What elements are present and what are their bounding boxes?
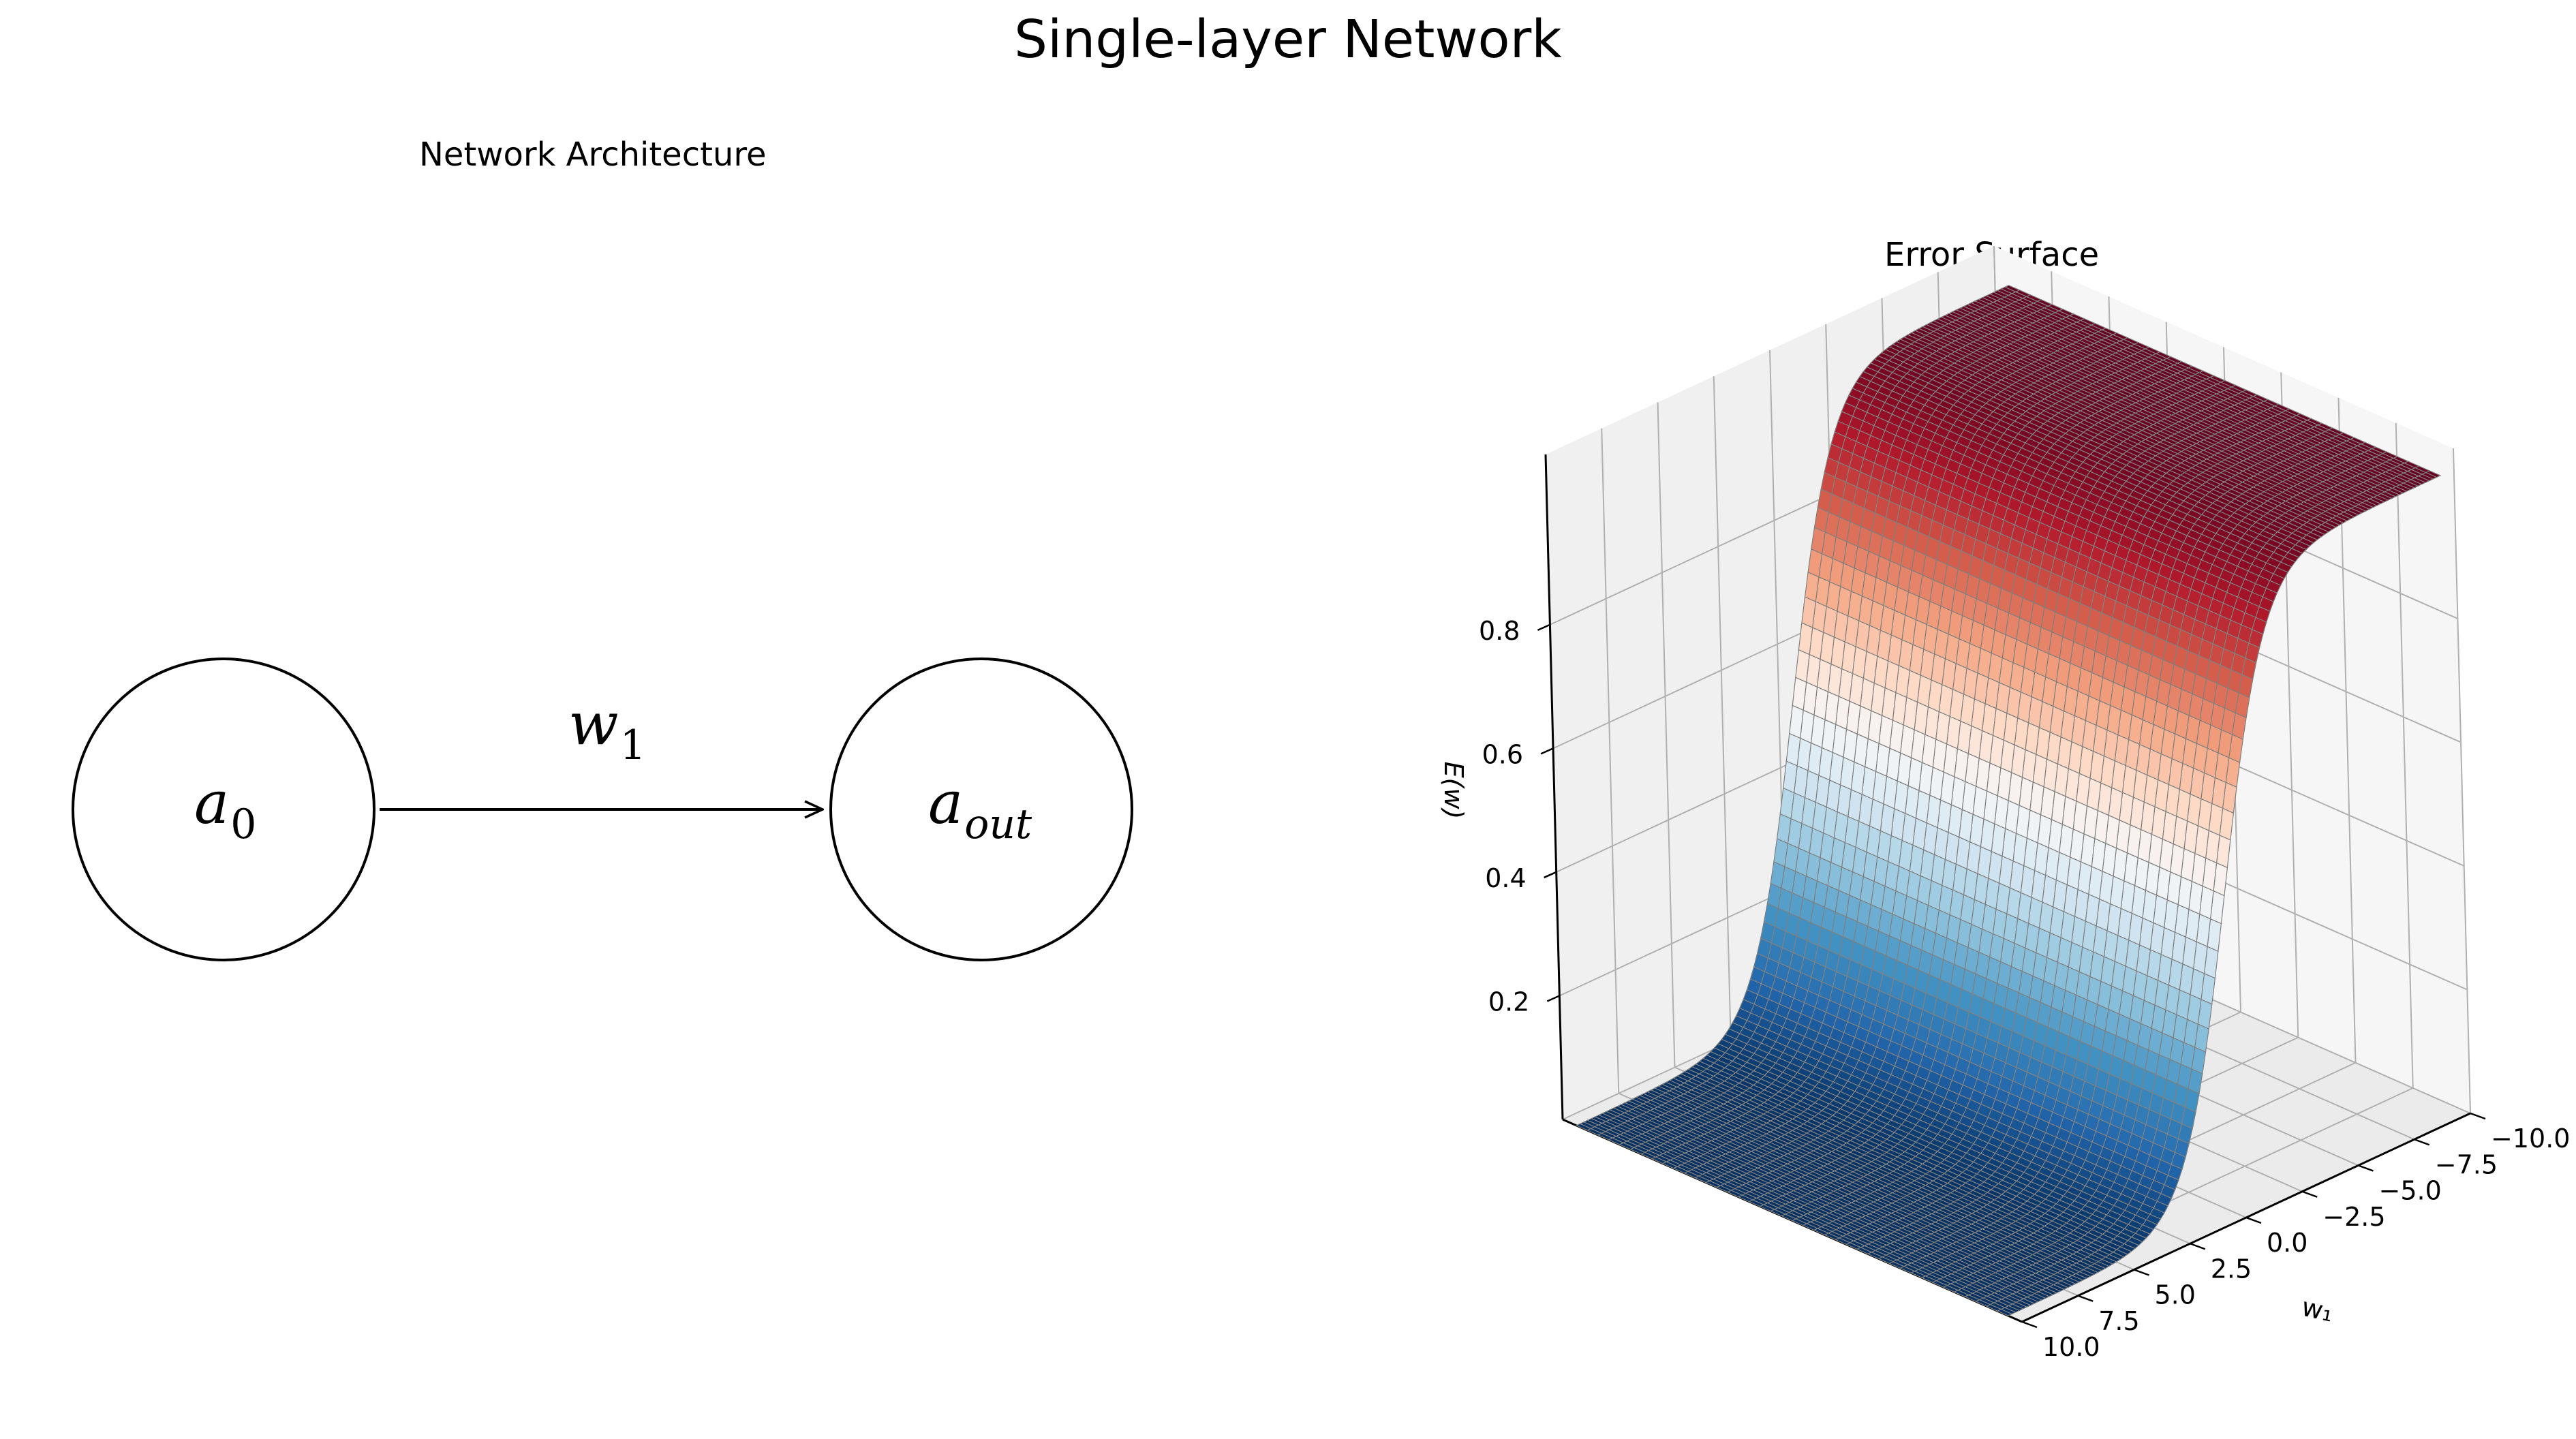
z-axis-line [1544, 454, 1564, 1120]
z-tick-mark [1537, 623, 1550, 631]
figure-title: Single-layer Network [1014, 10, 1562, 70]
surface-patch [2004, 285, 2021, 292]
x-tick-mark [2134, 1269, 2149, 1276]
x-tick-mark [2077, 1295, 2094, 1302]
z-tick-mark [1546, 995, 1560, 1002]
x-tick-label: 7.5 [2098, 1306, 2139, 1336]
x-tick-mark [2470, 1112, 2486, 1120]
grid-line-x [1601, 428, 1620, 1094]
z-axis-label: E(w) [1439, 762, 1469, 820]
x-tick-label: 5.0 [2155, 1280, 2196, 1310]
z-tick-label: 0.2 [1488, 987, 1529, 1017]
x-tick-label: −10.0 [2491, 1124, 2570, 1154]
x-tick-label: −5.0 [2379, 1176, 2442, 1206]
x-tick-label: 10.0 [2042, 1332, 2100, 1362]
axis-ticks: 10.07.5 5.0 2.5 0.0 −2.5−5.0−7.5−10.0 0.2 0.4 0… [1479, 616, 2570, 1362]
architecture-title: Network Architecture [419, 136, 767, 174]
grid-line-depth [2453, 448, 2471, 1114]
x-tick-label: −7.5 [2435, 1149, 2498, 1179]
z-tick-mark [1540, 747, 1554, 755]
x-tick-mark [2301, 1190, 2318, 1198]
z-tick-label: 0.8 [1479, 616, 1520, 646]
x-tick-label: −2.5 [2322, 1202, 2385, 1232]
z-tick-label: 0.4 [1485, 863, 1526, 893]
x-tick-mark [2021, 1320, 2038, 1329]
x-tick-mark [2190, 1243, 2206, 1250]
x-tick-mark [2358, 1164, 2374, 1172]
grid-line-depth [2395, 422, 2414, 1088]
z-tick-label: 0.6 [1482, 739, 1523, 769]
surface-mesh [1575, 285, 2442, 1316]
x-tick-label: 0.0 [2267, 1228, 2307, 1258]
z-tick-mark [1544, 871, 1557, 879]
x-tick-mark [2414, 1139, 2430, 1146]
grid-line-x [1713, 376, 1732, 1042]
grid-line-x [1657, 402, 1676, 1068]
x-tick-mark [2245, 1216, 2262, 1224]
x-tick-label: 2.5 [2211, 1254, 2252, 1284]
x-axis-label: w₁ [2299, 1292, 2335, 1328]
